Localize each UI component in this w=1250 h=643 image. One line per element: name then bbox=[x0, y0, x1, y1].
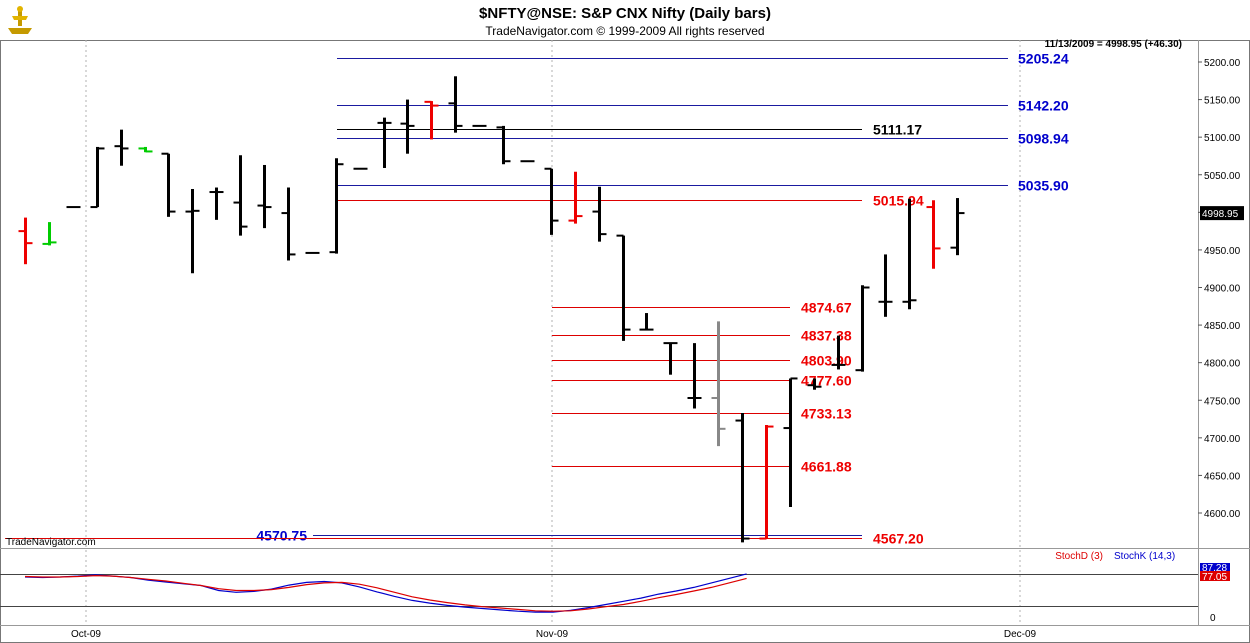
price-level-label: 4567.20 bbox=[873, 531, 924, 547]
ohlc-bar bbox=[544, 167, 559, 235]
price-tick-label: 4850.00 bbox=[1204, 321, 1241, 332]
ohlc-bar bbox=[616, 234, 631, 341]
ohlc-bar bbox=[783, 377, 798, 507]
price-level-label: 4803.90 bbox=[801, 353, 852, 369]
ohlc-bar bbox=[114, 129, 129, 166]
ohlc-bar bbox=[855, 285, 870, 372]
price-level-label: 5142.20 bbox=[1018, 98, 1069, 114]
price-tick-label: 5100.00 bbox=[1204, 133, 1241, 144]
date-axis: Oct-09 Nov-09 Dec-09 bbox=[71, 629, 1037, 640]
date-tick-label: Nov-09 bbox=[536, 629, 569, 640]
ohlc-bar bbox=[950, 198, 965, 256]
price-level-label: 5098.94 bbox=[1018, 131, 1069, 147]
price-tick-label: 4900.00 bbox=[1204, 284, 1241, 295]
price-level-label: 5035.90 bbox=[1018, 178, 1069, 194]
price-axis: 5200.005150.005100.005050.005000.004950.… bbox=[1198, 58, 1244, 520]
ohlc-bar bbox=[90, 146, 105, 209]
ohlc-bar bbox=[377, 117, 392, 168]
price-tick-label: 4600.00 bbox=[1204, 509, 1241, 520]
stoch-k-value-box bbox=[1200, 563, 1230, 572]
price-tick-label: 4950.00 bbox=[1204, 246, 1241, 257]
price-level-label: 4570.75 bbox=[256, 528, 307, 544]
price-tick-label: 5200.00 bbox=[1204, 58, 1241, 69]
price-level-label: 4874.67 bbox=[801, 300, 852, 316]
ohlc-bar bbox=[400, 99, 415, 154]
stoch-zero-label: 0 bbox=[1210, 613, 1216, 624]
ohlc-bar bbox=[42, 222, 57, 246]
stoch-series-line bbox=[24, 573, 747, 613]
price-tick-label: 4750.00 bbox=[1204, 396, 1241, 407]
ohlc-bar bbox=[329, 158, 344, 254]
ohlc-bar bbox=[257, 164, 272, 229]
price-level-label: 4733.13 bbox=[801, 406, 852, 422]
copyright-text: TradeNavigator.com © 1999-2009 All right… bbox=[485, 24, 764, 38]
ohlc-bar bbox=[209, 187, 224, 220]
price-tick-label: 4700.00 bbox=[1204, 434, 1241, 445]
ohlc-bar bbox=[18, 217, 33, 265]
ohlc-bar bbox=[448, 76, 463, 133]
ohlc-bar bbox=[878, 254, 893, 317]
ohlc-bar bbox=[759, 425, 774, 540]
price-bars bbox=[18, 76, 965, 543]
ohlc-bar bbox=[735, 413, 750, 543]
price-level-label: 5111.17 bbox=[873, 122, 922, 138]
price-level-label: 5015.94 bbox=[873, 193, 924, 209]
watermark: TradeNavigator.com bbox=[6, 537, 96, 548]
trade-navigator-logo[interactable] bbox=[8, 6, 32, 34]
ohlc-bar bbox=[161, 152, 176, 217]
ohlc-bar bbox=[185, 189, 200, 274]
stoch-d-legend: StochD (3) bbox=[1055, 551, 1103, 562]
ohlc-bar bbox=[568, 171, 583, 224]
price-tick-label: 5050.00 bbox=[1204, 171, 1241, 182]
chart-title: $NFTY@NSE: S&P CNX Nifty (Daily bars) bbox=[479, 5, 771, 22]
stoch-series-line bbox=[24, 574, 747, 612]
ohlc-bar bbox=[711, 321, 726, 447]
ohlc-bar bbox=[424, 100, 439, 140]
last-price-label: 4998.95 bbox=[1202, 209, 1239, 220]
ohlc-bar bbox=[831, 335, 846, 370]
ohlc-bar bbox=[902, 198, 917, 310]
ohlc-bar bbox=[281, 187, 296, 261]
price-tick-label: 4650.00 bbox=[1204, 471, 1241, 482]
stoch-k-value: 87.28 bbox=[1202, 563, 1227, 574]
date-tick-label: Oct-09 bbox=[71, 629, 101, 640]
date-tick-label: Dec-09 bbox=[1004, 629, 1037, 640]
ohlc-bar bbox=[807, 378, 822, 390]
last-price-box bbox=[1200, 206, 1244, 221]
price-level-label: 4661.88 bbox=[801, 459, 852, 475]
ohlc-bar bbox=[233, 155, 248, 236]
ohlc-bar bbox=[663, 342, 678, 375]
quote-readout: 11/13/2009 = 4998.95 (+46.30) bbox=[1045, 39, 1182, 50]
stoch-d-value-box bbox=[1200, 571, 1230, 581]
ohlc-bar bbox=[687, 343, 702, 409]
price-tick-label: 5150.00 bbox=[1204, 96, 1241, 107]
price-tick-label: 4800.00 bbox=[1204, 359, 1241, 370]
ohlc-bar bbox=[496, 125, 511, 165]
ohlc-bar bbox=[138, 146, 153, 153]
price-level-label: 4837.38 bbox=[801, 328, 852, 344]
price-levels: 5205.24 5142.20 5111.17 5098.94 5035.90 5015.… bbox=[5, 51, 1069, 547]
stoch-k-legend: StochK (14,3) bbox=[1114, 551, 1175, 562]
price-level-label: 5205.24 bbox=[1018, 51, 1069, 67]
stoch-d-value: 77.05 bbox=[1202, 572, 1227, 583]
ohlc-bar bbox=[592, 186, 607, 242]
ohlc-bar bbox=[639, 313, 654, 331]
ohlc-bar bbox=[926, 200, 941, 269]
